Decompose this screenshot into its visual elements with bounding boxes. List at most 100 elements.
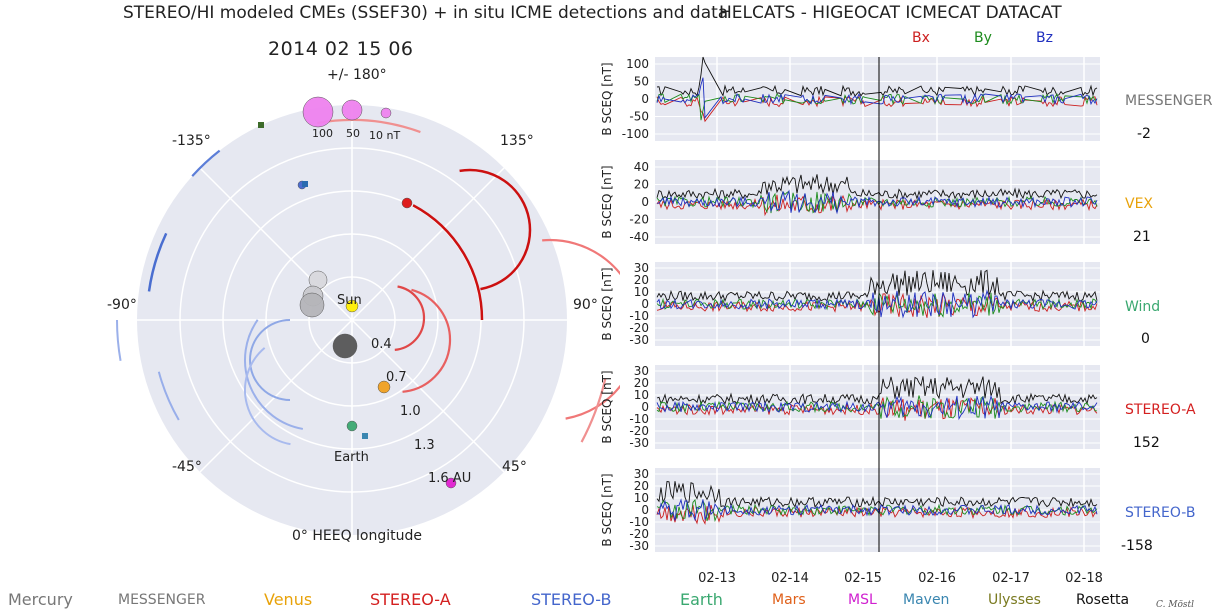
credit-label: C. Möstl [1156,600,1195,610]
venus-dot [377,380,391,394]
polar-spoke-135 [351,319,505,473]
xtick-label: 02-16 [918,571,956,586]
cme-front-2 [394,285,426,351]
ytick-label: 10 [634,388,649,402]
angle-label-135: 135° [500,133,534,149]
ylabel: B SCEQ [nT] [600,165,614,238]
ytick-label: -40 [629,230,649,244]
ytick-label: 30 [634,364,649,378]
sun-dot [345,299,359,313]
mercury-dot [299,292,325,318]
earth-label: Earth [334,450,369,465]
legend-messenger: MESSENGER [118,592,206,608]
xtick-label: 02-13 [698,571,736,586]
datetime-label: 2014 02 15 06 [268,38,414,60]
legend-earth: Earth [680,590,723,609]
angle-label-180: +/- 180° [327,67,387,83]
ytick-label: -100 [622,127,649,141]
panel-name-stereoa: STEREO-A [1125,402,1196,418]
polar-spoke-315 [199,167,353,321]
polar-marks [116,96,620,489]
ytick-label: 10 [634,285,649,299]
sun-label: Sun [337,293,362,308]
bz-trace [656,498,1098,522]
panel-name-vex: VEX [1125,196,1154,212]
legend-rosetta: Rosetta [1076,592,1130,608]
ytick-label: 20 [634,376,649,390]
xtick-label: 02-15 [844,571,882,586]
radius-label-0.7: 0.7 [386,370,407,385]
ytick-label: -20 [629,424,649,438]
radius-label-0.4: 0.4 [371,337,392,352]
panel-value-wind: 0 [1141,331,1150,347]
btot-trace [656,174,1098,201]
panel-value-stereob: -158 [1121,538,1153,554]
ytick-label: 20 [634,479,649,493]
bz-trace [656,189,1098,215]
bz-label: Bz [1036,30,1053,46]
ytick-label: 0 [641,195,649,209]
panel-value-vex: 21 [1133,229,1151,245]
cme-front-11 [157,371,180,421]
cme-front-10 [147,232,168,292]
ytick-label: 0 [641,92,649,106]
maven-marker [302,181,308,187]
by-trace [656,92,1098,121]
msl-dot [445,477,457,489]
by-trace [656,498,1098,523]
angle-label-90: 90° [573,297,598,313]
size-legend-dot-100 [302,96,334,128]
legend-stereoa: STEREO-A [370,590,451,609]
ytick-label: -50 [629,110,649,124]
legend-stereob: STEREO-B [531,590,612,609]
legend-venus: Venus [264,590,313,609]
size-legend-100: 100 [312,127,333,140]
ytick-label: 0 [641,503,649,517]
ylabel: B SCEQ [nT] [600,62,614,135]
legend-mars: Mars [772,592,806,608]
cme-front-3 [402,288,452,393]
radius-label-1.3: 1.3 [414,438,435,453]
ytick-label: -20 [629,527,649,541]
ytick-label: 0 [641,297,649,311]
title-left: STEREO/HI modeled CMEs (SSEF30) + in sit… [123,3,729,23]
panel-name-stereob: STEREO-B [1125,505,1196,521]
angle-label-0: 0° HEEQ longitude [292,528,423,544]
size-legend-dot-10 [380,107,392,119]
title-right: HELCATS - HIGEOCAT ICMECAT DATACAT [719,3,1062,23]
cme-front-8 [244,319,304,430]
legend-maven: Maven [903,592,950,608]
legend-mercury: Mercury [8,590,73,609]
radius-label-1.6: 1.6 AU [428,471,472,486]
stereo-a-dot [401,197,413,209]
panel-name-messenger: MESSENGER [1125,93,1213,109]
size-legend-50: 50 [346,127,360,140]
btot-trace [656,480,1098,508]
ytick-label: 30 [634,467,649,481]
cme-front-6 [580,378,607,443]
bz-trace [656,289,1098,319]
polar-plot [116,96,620,535]
btot-trace [656,269,1098,303]
ytick-label: -20 [629,321,649,335]
cme-front-4 [542,238,620,420]
bz-trace [656,77,1098,120]
earth-dot [346,420,358,432]
polar-spoke-45 [351,167,505,321]
ytick-label: 40 [634,160,649,174]
venus-trace-dot [332,333,358,359]
ylabel: B SCEQ [nT] [600,473,614,546]
ylabel: B SCEQ [nT] [600,370,614,443]
angle-label-45: 45° [502,459,527,475]
panel-vex: 40 20 0 -20 -40 B SCEQ [nT] [600,160,1100,244]
ytick-label: -10 [629,309,649,323]
angle-label-m45: -45° [172,459,202,475]
ytick-label: -10 [629,515,649,529]
cme-front-13 [116,319,122,361]
size-legend-dot-50 [341,99,363,121]
rosetta-marker [362,433,368,439]
bz-trace [656,394,1098,421]
